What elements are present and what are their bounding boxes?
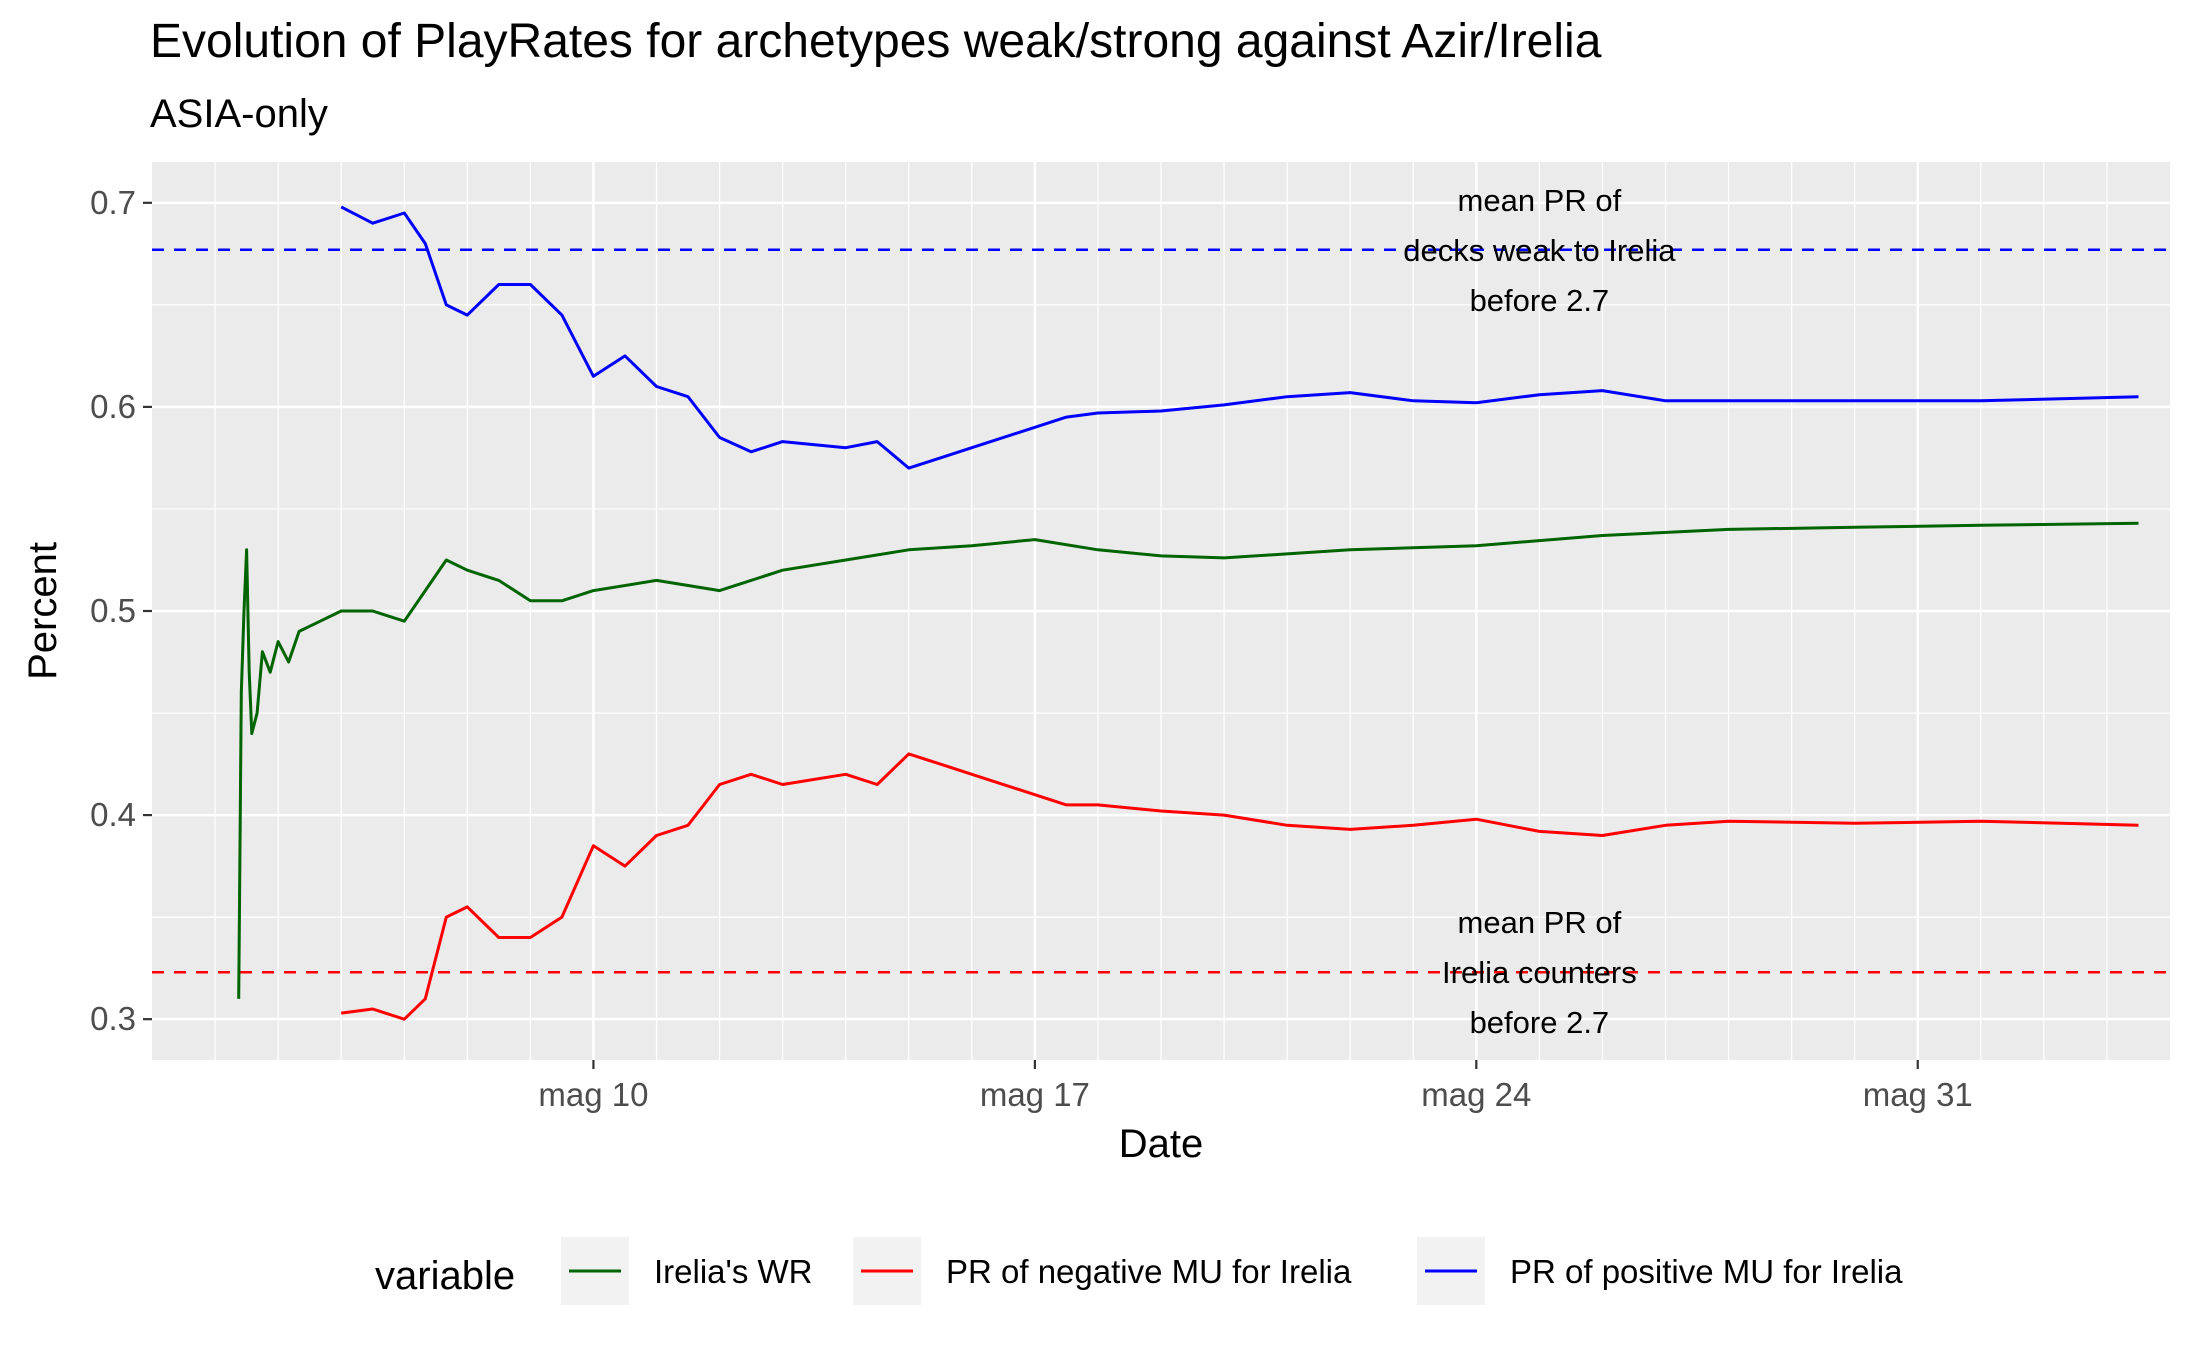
x-tick-label: mag 10 — [538, 1076, 648, 1113]
y-tick-label: 0.3 — [90, 1000, 136, 1037]
annotation-line: before 2.7 — [1470, 283, 1610, 318]
series-line-2 — [341, 752, 2139, 1021]
series-lines — [237, 205, 2139, 1021]
legend-title: variable — [375, 1254, 515, 1298]
legend-label: Irelia's WR — [654, 1253, 812, 1290]
series-line-3 — [340, 205, 2139, 470]
annotation-line: decks weak to Irelia — [1403, 233, 1676, 268]
x-tick-label: mag 31 — [1863, 1076, 1973, 1113]
grid-lines — [152, 162, 2170, 1122]
legend-label: PR of positive MU for Irelia — [1510, 1253, 1903, 1290]
legend: variable Irelia's WR PR of negative MU for… — [375, 1237, 1903, 1305]
y-tick-label: 0.4 — [90, 796, 136, 833]
chart-subtitle: ASIA-only — [150, 92, 328, 136]
legend-label: PR of negative MU for Irelia — [946, 1253, 1352, 1290]
y-tick-label: 0.6 — [90, 388, 136, 425]
annotation-line: before 2.7 — [1470, 1005, 1610, 1040]
y-tick-label: 0.7 — [90, 184, 136, 221]
annotations: mean PR of decks weak to Irelia before 2.7… — [1403, 183, 1676, 1040]
x-tick-label: mag 24 — [1421, 1076, 1531, 1113]
axes: 0.3 0.4 0.5 0.6 0.7 mag 10 mag 17 mag 24 mag 31 — [90, 184, 1973, 1113]
annotation-line: Irelia counters — [1442, 955, 1637, 990]
annotation-line: mean PR of — [1458, 183, 1622, 218]
x-tick-label: mag 17 — [980, 1076, 1090, 1113]
chart-title: Evolution of PlayRates for archetypes we… — [150, 15, 1602, 68]
annotation-line: mean PR of — [1458, 905, 1622, 940]
x-axis-title: Date — [1119, 1122, 1204, 1166]
y-tick-label: 0.5 — [90, 592, 136, 629]
y-axis-title: Percent — [21, 542, 65, 680]
series-line-1 — [237, 521, 2139, 999]
reference-lines — [152, 248, 2170, 974]
